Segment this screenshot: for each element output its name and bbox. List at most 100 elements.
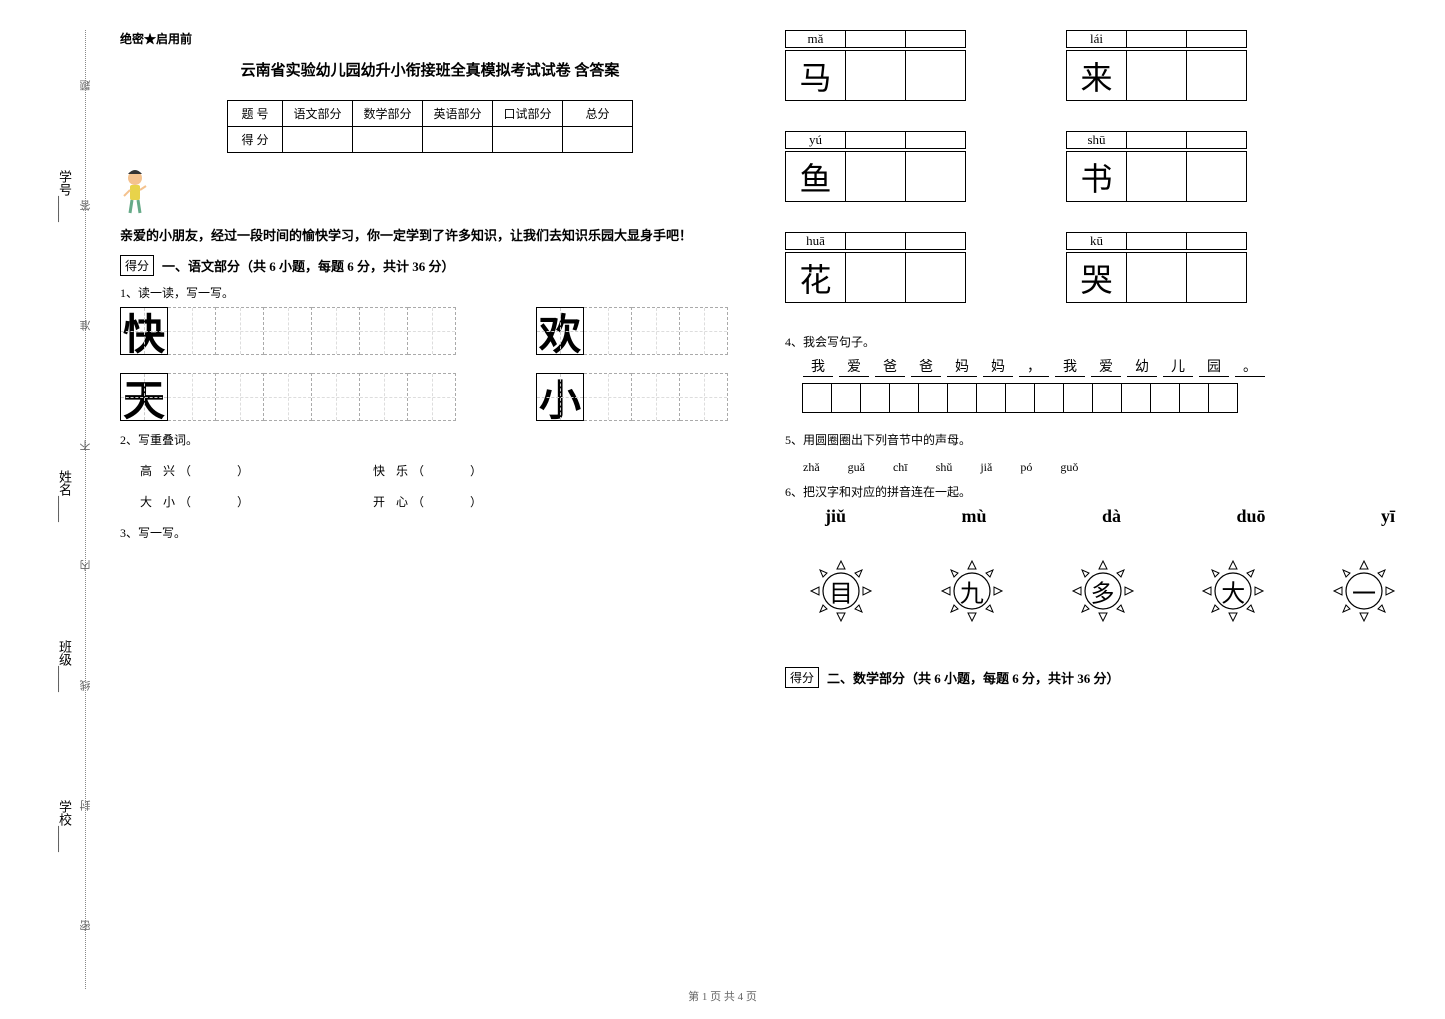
- write-cell[interactable]: [168, 307, 216, 355]
- q5-item[interactable]: guǎ: [848, 460, 865, 475]
- py-cell[interactable]: [1127, 132, 1187, 149]
- sun-char: 大: [1221, 574, 1245, 609]
- td-score-english[interactable]: [423, 127, 493, 153]
- side-id: 学号____: [55, 170, 74, 222]
- q4-cell[interactable]: [947, 383, 977, 413]
- q4-cell[interactable]: [831, 383, 861, 413]
- q4-cell[interactable]: [918, 383, 948, 413]
- py-ku: kū: [1067, 233, 1127, 250]
- q6-py[interactable]: yī: [1381, 506, 1395, 527]
- write-cell[interactable]: [632, 307, 680, 355]
- write-cell[interactable]: [312, 307, 360, 355]
- q6-py[interactable]: duō: [1236, 506, 1265, 527]
- write-cell[interactable]: [216, 307, 264, 355]
- write-cell[interactable]: [360, 373, 408, 421]
- q4-cell[interactable]: [1092, 383, 1122, 413]
- write-cell[interactable]: [264, 373, 312, 421]
- q4-char: 爸: [875, 356, 905, 377]
- q6-py[interactable]: dà: [1102, 506, 1121, 527]
- write-cell[interactable]: [584, 307, 632, 355]
- ch-cell[interactable]: [1127, 152, 1187, 202]
- py-cell[interactable]: [1127, 31, 1187, 48]
- ch-cell[interactable]: [1127, 253, 1187, 303]
- sun-icon[interactable]: 九: [936, 555, 1008, 627]
- q6-py[interactable]: jiǔ: [825, 506, 846, 527]
- q2-item: 快 乐（ ）: [373, 462, 486, 479]
- q4-cell[interactable]: [1150, 383, 1180, 413]
- ch-cell[interactable]: [1127, 51, 1187, 101]
- q5-item[interactable]: guǒ: [1060, 460, 1078, 475]
- q4-cell[interactable]: [1121, 383, 1151, 413]
- write-cell[interactable]: [680, 373, 728, 421]
- q2-item: 开 心（ ）: [373, 493, 486, 510]
- q2-item: 高 兴（ ）: [140, 462, 253, 479]
- q4-cell[interactable]: [1063, 383, 1093, 413]
- sun-icon[interactable]: 大: [1197, 555, 1269, 627]
- q4-cell[interactable]: [889, 383, 919, 413]
- q5-item[interactable]: jiǎ: [980, 460, 992, 475]
- q6-py[interactable]: mù: [961, 506, 986, 527]
- sun-char: 多: [1091, 574, 1115, 609]
- write-cell[interactable]: [584, 373, 632, 421]
- sun-icon[interactable]: 目: [805, 555, 877, 627]
- td-score-label: 得 分: [228, 127, 283, 153]
- ch-shu: 书: [1067, 152, 1127, 202]
- q5-item[interactable]: shǔ: [936, 460, 953, 475]
- q4-char: 儿: [1163, 356, 1193, 377]
- write-cell[interactable]: [360, 307, 408, 355]
- ch-cell[interactable]: [906, 253, 966, 303]
- q4-cell[interactable]: [802, 383, 832, 413]
- py-cell[interactable]: [1187, 233, 1247, 250]
- py-cell[interactable]: [846, 233, 906, 250]
- q4-cell[interactable]: [976, 383, 1006, 413]
- write-cell[interactable]: [264, 307, 312, 355]
- write-cell[interactable]: [312, 373, 360, 421]
- write-cell[interactable]: [680, 307, 728, 355]
- ch-cell[interactable]: [1187, 152, 1247, 202]
- td-score-math[interactable]: [353, 127, 423, 153]
- th-total: 总分: [563, 101, 633, 127]
- py-shu: shū: [1067, 132, 1127, 149]
- q4-cell[interactable]: [1034, 383, 1064, 413]
- sun-icon[interactable]: 一: [1328, 555, 1400, 627]
- q5-item[interactable]: chī: [893, 460, 908, 475]
- ch-cell[interactable]: [1187, 253, 1247, 303]
- td-score-total[interactable]: [563, 127, 633, 153]
- ch-ku: 哭: [1067, 253, 1127, 303]
- q3-block-lai: lái 来: [1066, 30, 1247, 101]
- write-cell[interactable]: [216, 373, 264, 421]
- q4-char: 我: [803, 356, 833, 377]
- ch-cell[interactable]: [906, 51, 966, 101]
- py-cell[interactable]: [1187, 31, 1247, 48]
- q3-row2: yú 鱼 shū 书: [785, 131, 1405, 202]
- ch-cell[interactable]: [846, 253, 906, 303]
- py-cell[interactable]: [906, 31, 966, 48]
- write-cell[interactable]: [168, 373, 216, 421]
- q6-label: 6、把汉字和对应的拼音连在一起。: [785, 483, 1405, 500]
- q5-item[interactable]: zhǎ: [803, 460, 820, 475]
- write-cell[interactable]: [408, 307, 456, 355]
- py-cell[interactable]: [906, 132, 966, 149]
- q4-cell[interactable]: [860, 383, 890, 413]
- write-cell[interactable]: [408, 373, 456, 421]
- ch-cell[interactable]: [906, 152, 966, 202]
- q2-label: 2、写重叠词。: [120, 431, 740, 448]
- q4-char: 。: [1235, 356, 1265, 377]
- write-cell[interactable]: [632, 373, 680, 421]
- q4-cell[interactable]: [1179, 383, 1209, 413]
- py-cell[interactable]: [846, 31, 906, 48]
- td-score-chinese[interactable]: [283, 127, 353, 153]
- q4-cell[interactable]: [1208, 383, 1238, 413]
- py-cell[interactable]: [846, 132, 906, 149]
- q4-cell[interactable]: [1005, 383, 1035, 413]
- py-cell[interactable]: [1127, 233, 1187, 250]
- ch-cell[interactable]: [846, 51, 906, 101]
- py-cell[interactable]: [1187, 132, 1247, 149]
- ch-cell[interactable]: [846, 152, 906, 202]
- py-cell[interactable]: [906, 233, 966, 250]
- td-score-oral[interactable]: [493, 127, 563, 153]
- sun-icon[interactable]: 多: [1067, 555, 1139, 627]
- q5-item[interactable]: pó: [1020, 460, 1032, 475]
- ch-cell[interactable]: [1187, 51, 1247, 101]
- q1-row2: 天 小: [120, 373, 740, 421]
